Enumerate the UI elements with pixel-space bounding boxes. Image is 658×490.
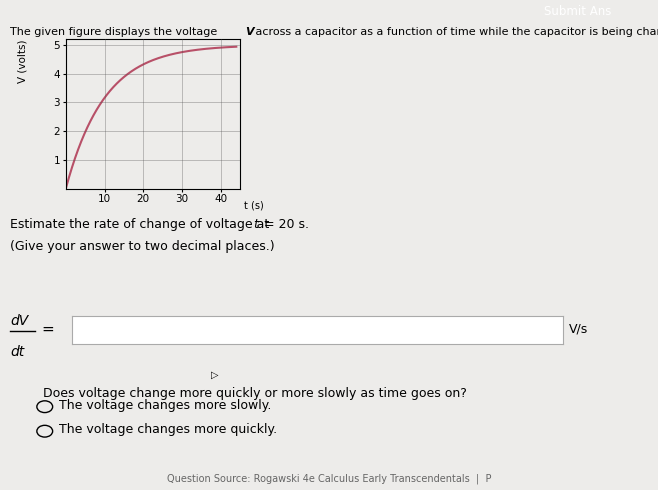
Text: The given figure displays the voltage: The given figure displays the voltage [10,27,220,37]
Text: The voltage changes more quickly.: The voltage changes more quickly. [59,423,277,436]
Text: (Give your answer to two decimal places.): (Give your answer to two decimal places.… [10,240,274,253]
Text: V: V [245,27,254,37]
Text: Does voltage change more quickly or more slowly as time goes on?: Does voltage change more quickly or more… [43,387,467,400]
Text: Estimate the rate of change of voltage at: Estimate the rate of change of voltage a… [10,218,273,231]
Text: =: = [41,322,54,337]
Text: dt: dt [10,345,24,360]
Text: The voltage changes more slowly.: The voltage changes more slowly. [59,399,272,412]
Y-axis label: V (volts): V (volts) [18,39,28,83]
Text: Question Source: Rogawski 4e Calculus Early Transcendentals  |  P: Question Source: Rogawski 4e Calculus Ea… [166,474,492,484]
Text: across a capacitor as a function of time while the capacitor is being charged.: across a capacitor as a function of time… [252,27,658,37]
Text: = 20 s.: = 20 s. [260,218,309,231]
Text: V/s: V/s [569,323,588,336]
Text: dV: dV [10,314,28,328]
Text: t: t [253,218,258,231]
Text: Submit Ans: Submit Ans [544,5,611,18]
Text: ▷: ▷ [211,370,218,380]
Text: t (s): t (s) [243,200,263,211]
